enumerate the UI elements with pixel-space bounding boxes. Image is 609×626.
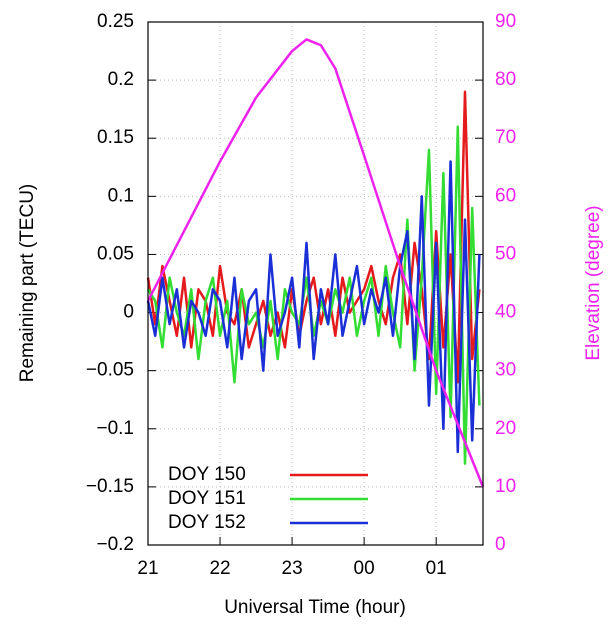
y-tick-label: −0.1 xyxy=(96,418,134,439)
x-tick-label: 21 xyxy=(137,558,158,579)
series-line xyxy=(146,160,481,454)
y2-tick-label: 80 xyxy=(495,69,516,90)
y-tick-label: 0.1 xyxy=(108,185,134,206)
x-tick-label: 23 xyxy=(282,558,303,579)
y-tick-label: 0.2 xyxy=(108,69,134,90)
series-line xyxy=(146,90,481,384)
elevation-line xyxy=(146,38,485,488)
x-tick-label: 01 xyxy=(426,558,447,579)
legend-label: DOY 152 xyxy=(168,512,246,533)
y-tick-label: 0.25 xyxy=(97,11,134,32)
x-tick-label: 00 xyxy=(354,558,375,579)
y2-tick-label: 70 xyxy=(495,127,516,148)
y-tick-label: −0.05 xyxy=(86,360,134,381)
legend-label: DOY 151 xyxy=(168,488,246,509)
y-tick-label: −0.15 xyxy=(86,476,134,497)
y2-tick-label: 0 xyxy=(495,534,506,555)
y2-tick-label: 60 xyxy=(495,185,516,206)
y-tick-label: 0.15 xyxy=(97,127,134,148)
x-axis-label: Universal Time (hour) xyxy=(224,597,406,618)
x-tick-label: 22 xyxy=(209,558,230,579)
y2-axis-label: Elevation (degree) xyxy=(583,205,604,360)
y-tick-label: 0 xyxy=(123,302,134,323)
y2-tick-label: 10 xyxy=(495,476,516,497)
y2-tick-label: 40 xyxy=(495,302,516,323)
y2-tick-label: 50 xyxy=(495,243,516,264)
legend-label: DOY 150 xyxy=(168,464,246,485)
y2-tick-label: 90 xyxy=(495,11,516,32)
y2-tick-label: 20 xyxy=(495,418,516,439)
y-axis-label: Remaining part (TECU) xyxy=(17,184,38,383)
y2-tick-label: 30 xyxy=(495,360,516,381)
y-tick-label: 0.05 xyxy=(97,243,134,264)
plot-frame xyxy=(147,21,484,546)
y-tick-label: −0.2 xyxy=(96,534,134,555)
